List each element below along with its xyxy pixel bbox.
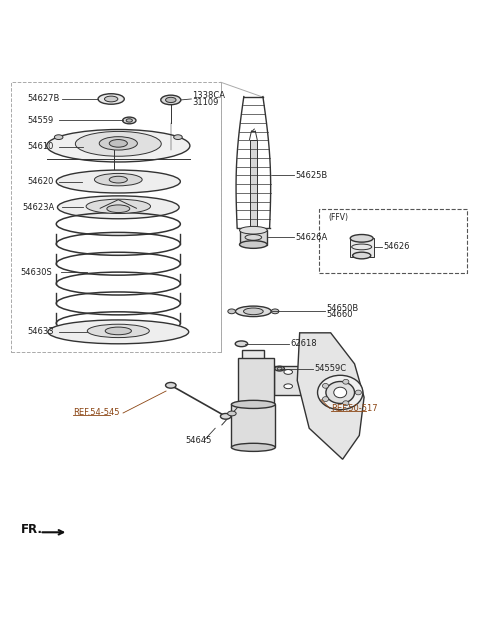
Text: (FFV): (FFV)	[328, 213, 348, 222]
Text: REF.50-517: REF.50-517	[331, 404, 377, 413]
Ellipse shape	[105, 327, 132, 334]
Ellipse shape	[122, 117, 136, 124]
Ellipse shape	[87, 324, 149, 338]
Text: 54627B: 54627B	[28, 94, 60, 103]
Ellipse shape	[326, 382, 355, 403]
Ellipse shape	[166, 382, 176, 388]
Ellipse shape	[277, 367, 282, 370]
Bar	[319, 209, 467, 273]
Ellipse shape	[228, 309, 236, 314]
Text: 1338CA: 1338CA	[192, 90, 225, 99]
Ellipse shape	[343, 401, 349, 406]
Bar	[242, 350, 264, 404]
Ellipse shape	[95, 173, 142, 186]
Ellipse shape	[271, 309, 279, 314]
Ellipse shape	[220, 413, 231, 419]
Ellipse shape	[99, 137, 137, 150]
Ellipse shape	[323, 383, 329, 388]
Ellipse shape	[56, 170, 180, 193]
Text: 54625B: 54625B	[295, 171, 327, 180]
Ellipse shape	[166, 97, 176, 103]
Text: 31109: 31109	[192, 98, 219, 107]
Ellipse shape	[228, 411, 236, 416]
Text: 54620: 54620	[28, 177, 54, 186]
Bar	[250, 140, 257, 242]
Ellipse shape	[284, 384, 292, 389]
Text: REF.54-545: REF.54-545	[73, 408, 120, 417]
Ellipse shape	[98, 94, 124, 104]
Ellipse shape	[231, 443, 276, 452]
Bar	[274, 366, 302, 395]
Ellipse shape	[54, 135, 63, 140]
Ellipse shape	[236, 306, 271, 317]
Ellipse shape	[105, 96, 118, 102]
Bar	[238, 358, 274, 403]
Ellipse shape	[350, 234, 373, 242]
Text: 54559: 54559	[28, 116, 54, 125]
Text: 54559C: 54559C	[314, 364, 346, 373]
Ellipse shape	[353, 252, 371, 259]
Ellipse shape	[240, 241, 267, 248]
Ellipse shape	[126, 118, 132, 122]
Text: 54660: 54660	[326, 310, 352, 319]
Text: FR.: FR.	[21, 523, 42, 536]
Ellipse shape	[86, 199, 151, 213]
Text: 54650B: 54650B	[326, 303, 358, 313]
Ellipse shape	[343, 380, 349, 384]
Ellipse shape	[240, 226, 267, 234]
Ellipse shape	[231, 400, 276, 408]
Text: 54645: 54645	[185, 436, 212, 445]
Polygon shape	[297, 333, 364, 459]
Ellipse shape	[243, 308, 263, 315]
Ellipse shape	[323, 397, 329, 401]
Ellipse shape	[48, 320, 189, 344]
Ellipse shape	[161, 95, 181, 104]
Bar	[240, 230, 267, 245]
Ellipse shape	[75, 131, 161, 156]
Ellipse shape	[109, 140, 127, 147]
Bar	[350, 238, 373, 257]
Ellipse shape	[58, 196, 179, 218]
Ellipse shape	[334, 387, 347, 397]
Ellipse shape	[47, 129, 190, 162]
Bar	[231, 404, 276, 447]
Text: 54610: 54610	[28, 142, 54, 151]
Ellipse shape	[107, 205, 130, 213]
Text: 54626A: 54626A	[295, 233, 327, 242]
Ellipse shape	[109, 176, 127, 183]
Text: 54630S: 54630S	[21, 268, 52, 276]
Ellipse shape	[235, 341, 248, 347]
Text: 62618: 62618	[290, 340, 317, 348]
Ellipse shape	[355, 390, 361, 395]
Ellipse shape	[318, 375, 363, 410]
Ellipse shape	[275, 366, 284, 371]
Text: 54623A: 54623A	[23, 203, 55, 212]
Ellipse shape	[174, 135, 182, 140]
Text: 54626: 54626	[383, 243, 409, 252]
Ellipse shape	[284, 369, 292, 375]
Text: 54633: 54633	[28, 327, 54, 336]
